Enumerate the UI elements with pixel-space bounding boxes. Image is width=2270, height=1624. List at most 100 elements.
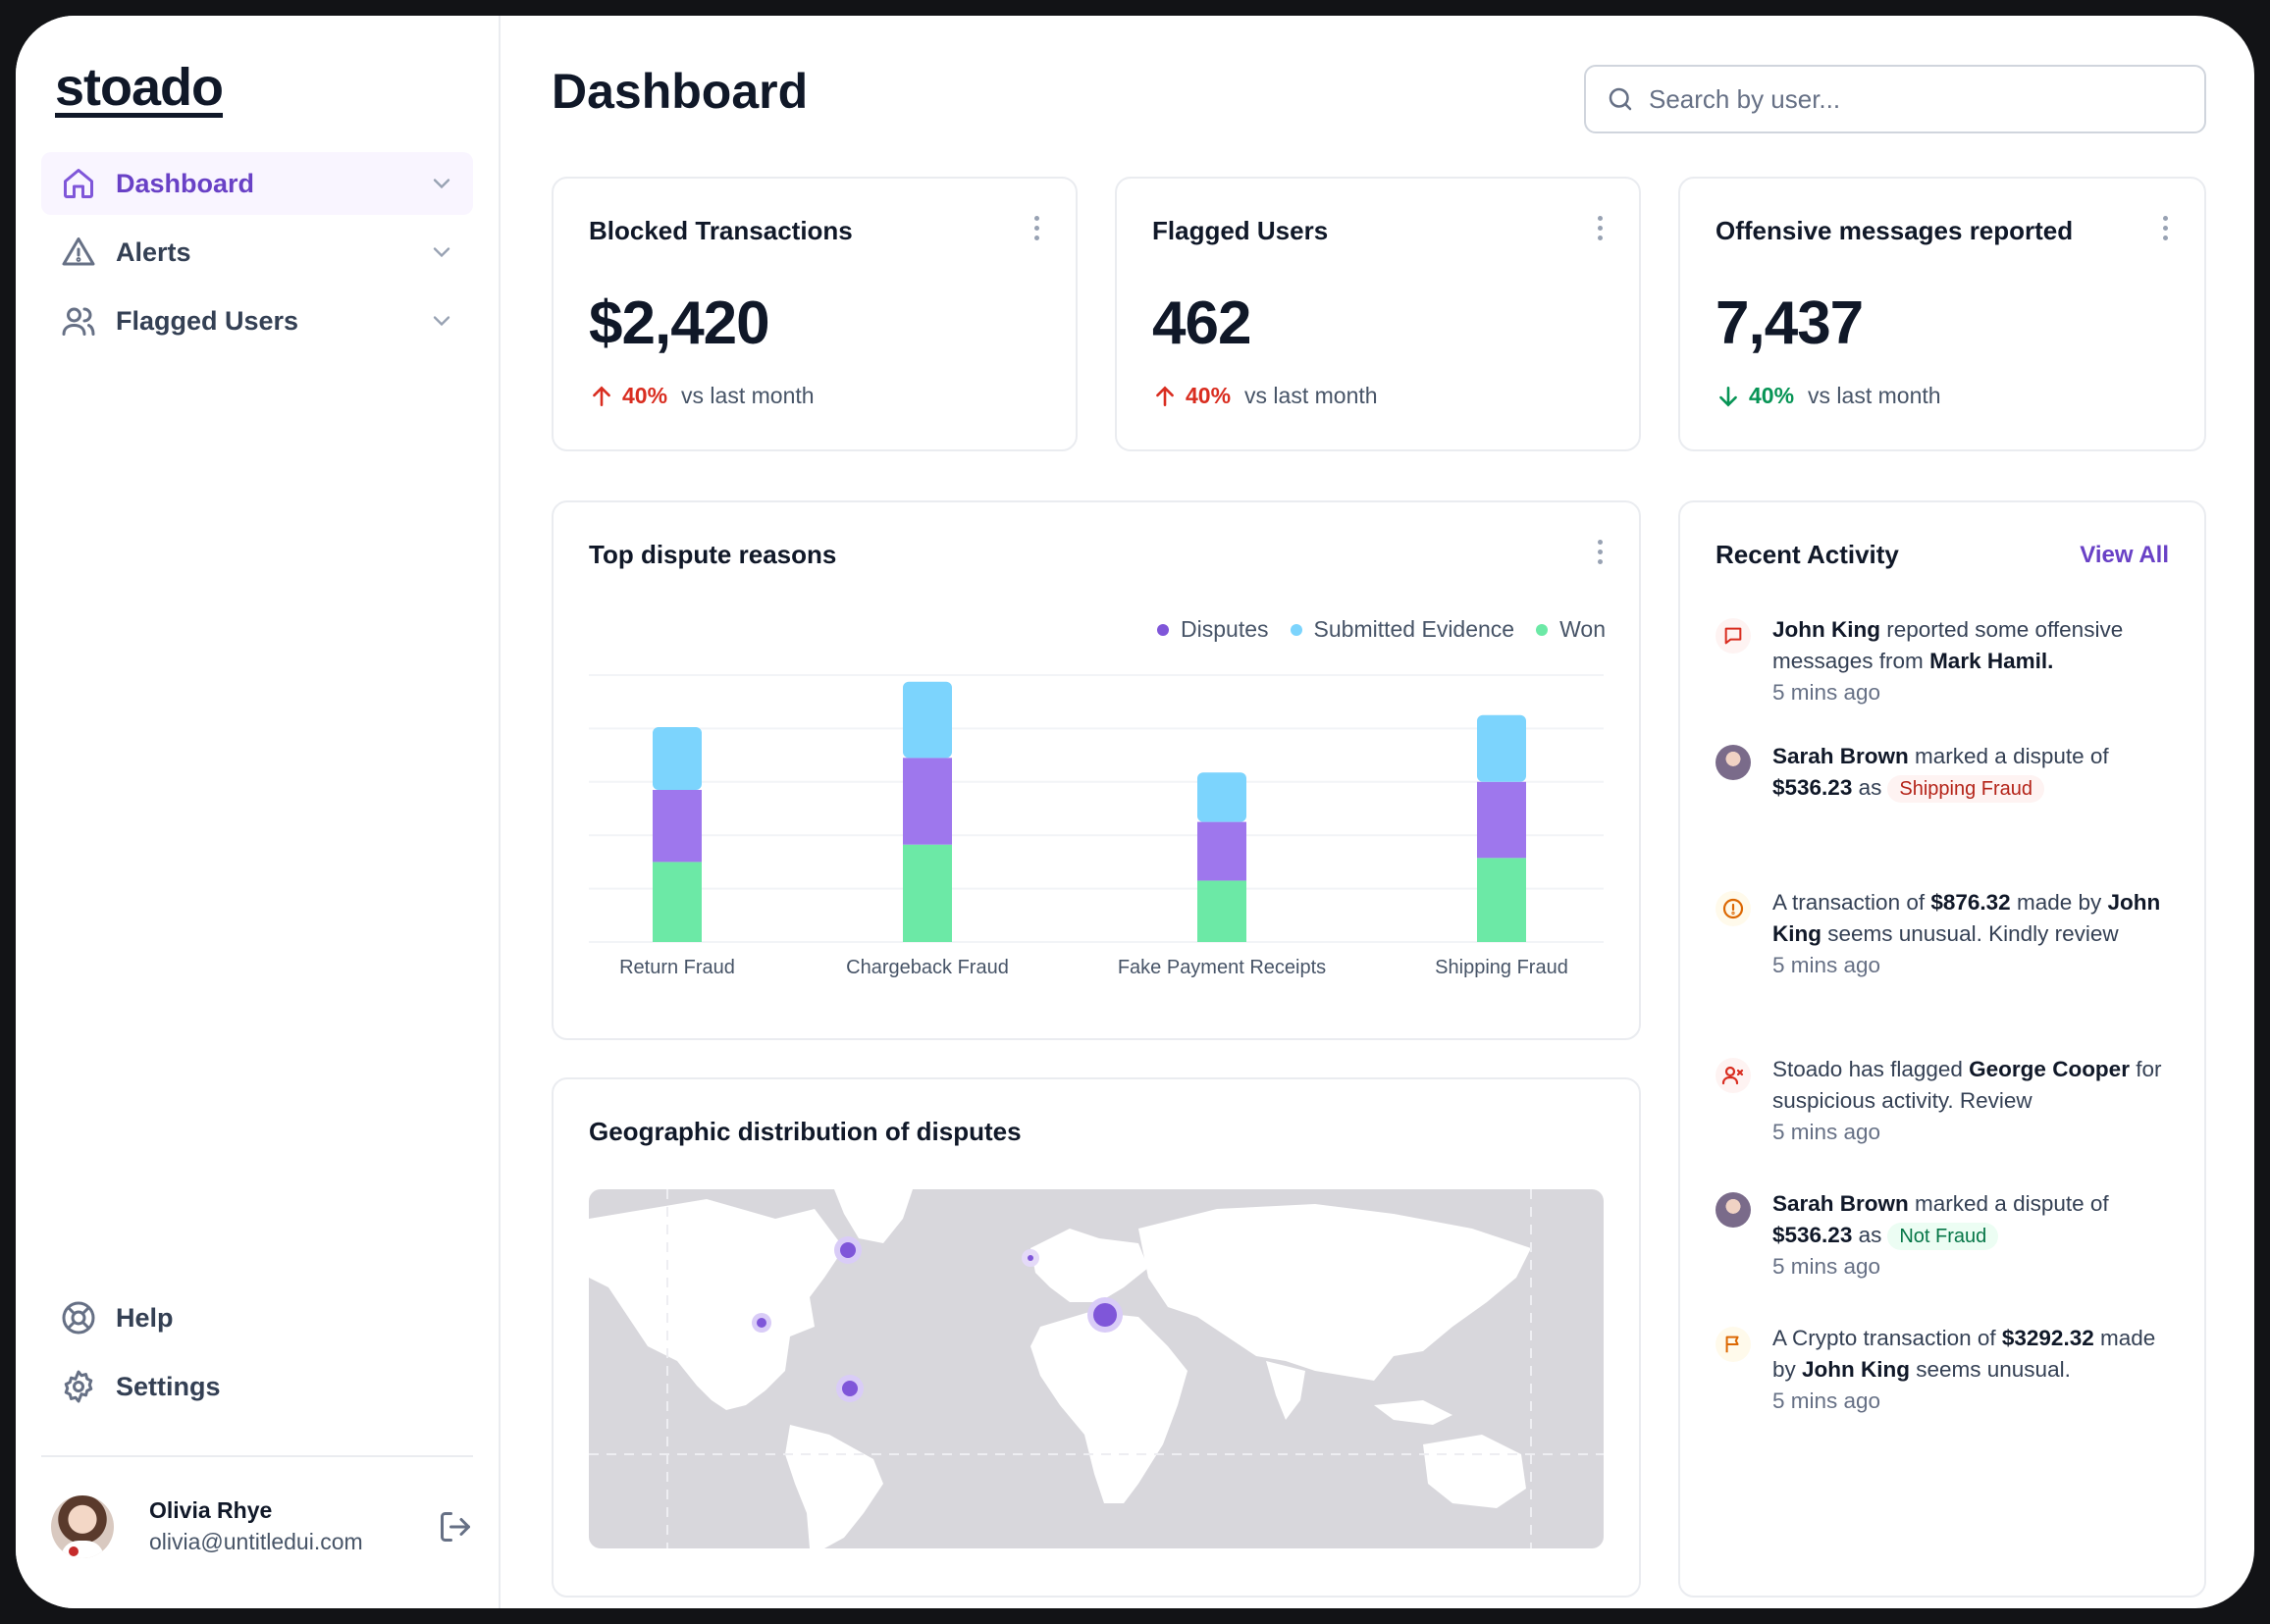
status-badge: Shipping Fraud — [1887, 775, 2045, 803]
stat-change-label: vs last month — [1808, 383, 1941, 408]
search-input[interactable]: Search by user... — [1584, 65, 2206, 133]
x-tick-label: Shipping Fraud — [1435, 957, 1568, 978]
chevron-down-icon[interactable] — [428, 238, 455, 266]
message-icon — [1716, 618, 1751, 654]
card-title: Recent Activity — [1716, 540, 1899, 569]
status-badge: Not Fraud — [1887, 1223, 1999, 1250]
search-placeholder: Search by user... — [1649, 83, 1841, 114]
bar-segment-won[interactable] — [1477, 858, 1526, 942]
stat-change-value: 40% — [1749, 383, 1795, 408]
legend-label: Won — [1559, 616, 1606, 642]
more-vertical-icon[interactable] — [1594, 216, 1606, 243]
activity-time: 5 mins ago — [1772, 1120, 1881, 1144]
activity-text: John King reported some offensive messag… — [1772, 617, 2124, 705]
x-tick-label: Return Fraud — [619, 957, 735, 978]
activity-text: Stoado has flagged George Cooper for sus… — [1772, 1057, 2162, 1144]
card-title: Flagged Users — [1152, 216, 1329, 245]
activity-time: 5 mins ago — [1772, 1254, 1881, 1279]
user-x-icon — [1716, 1058, 1751, 1093]
user-profile: Olivia Rhye olivia@untitledui.com — [51, 1495, 473, 1564]
bar-segment-won[interactable] — [653, 862, 702, 942]
bar-segment-disputes[interactable] — [1197, 821, 1246, 881]
bar-segment-disputes[interactable] — [1477, 781, 1526, 859]
life-buoy-icon — [59, 1298, 98, 1337]
logo[interactable]: stoado — [55, 58, 224, 117]
bar-segment-disputes[interactable] — [903, 758, 952, 845]
dispute-chart-card: Top dispute reasons Disputes Submitted E… — [552, 500, 1641, 1040]
more-vertical-icon[interactable] — [1030, 216, 1042, 243]
sidebar-item-label: Settings — [116, 1371, 221, 1401]
avatar — [1716, 745, 1751, 780]
stacked-bar-chart: Return Fraud Chargeback Fraud Fake Payment… — [589, 674, 1604, 978]
card-title: Offensive messages reported — [1716, 216, 2074, 245]
view-all-link[interactable]: View All — [2080, 542, 2169, 568]
stat-change-label: vs last month — [681, 383, 815, 408]
x-tick-label: Fake Payment Receipts — [1118, 957, 1326, 978]
card-title: Geographic distribution of disputes — [589, 1117, 1022, 1146]
app-window: stoado Dashboard Alerts Flagged Users — [16, 16, 2254, 1608]
stat-change: 40% vs last month — [1152, 383, 1378, 409]
sidebar-item-label: Help — [116, 1302, 174, 1333]
bar-segment-won[interactable] — [903, 844, 952, 942]
bar-segment-submitted-evidence[interactable] — [1477, 714, 1526, 782]
avatar — [1716, 1192, 1751, 1228]
map-markers — [752, 1236, 1123, 1402]
activity-time: 5 mins ago — [1772, 953, 1881, 977]
bar-segment-disputes[interactable] — [653, 789, 702, 863]
chevron-down-icon[interactable] — [428, 170, 455, 197]
user-name: Olivia Rhye — [149, 1497, 273, 1523]
activity-time: 5 mins ago — [1772, 680, 1881, 705]
activity-text: A transaction of $876.32 made by John Ki… — [1772, 890, 2161, 977]
stat-card-offensive-messages: Offensive messages reported 7,437 40% vs… — [1678, 177, 2206, 451]
activity-text: Sarah Brown marked a dispute of $536.23 … — [1772, 741, 2175, 804]
legend-label: Submitted Evidence — [1313, 616, 1515, 642]
logout-icon[interactable] — [438, 1509, 473, 1545]
sidebar-item-dashboard[interactable]: Dashboard — [41, 152, 473, 215]
stat-change-label: vs last month — [1244, 383, 1378, 408]
alert-triangle-icon — [59, 233, 98, 272]
stat-value: 7,437 — [1716, 289, 1864, 357]
legend-item: Disputes — [1157, 616, 1269, 643]
sidebar-item-help[interactable]: Help — [41, 1286, 473, 1349]
activity-time: 5 mins ago — [1772, 1388, 1881, 1413]
bar-segment-won[interactable] — [1197, 880, 1246, 942]
card-title: Top dispute reasons — [589, 540, 837, 569]
legend-item: Won — [1536, 616, 1606, 643]
flag-icon — [1716, 1327, 1751, 1362]
stat-change-value: 40% — [622, 383, 668, 408]
sidebar-item-label: Flagged Users — [116, 305, 299, 336]
sidebar-divider — [41, 1455, 473, 1457]
home-icon — [59, 164, 98, 203]
sidebar-item-settings[interactable]: Settings — [41, 1355, 473, 1418]
stat-change-value: 40% — [1186, 383, 1232, 408]
more-vertical-icon[interactable] — [1594, 540, 1606, 567]
page-title: Dashboard — [552, 64, 809, 119]
sidebar-item-label: Dashboard — [116, 168, 255, 198]
geo-map-card: Geographic distribution of disputes — [552, 1077, 1641, 1598]
bar-segment-submitted-evidence[interactable] — [653, 727, 702, 790]
search-icon — [1609, 87, 1632, 111]
bar-segment-submitted-evidence[interactable] — [1197, 772, 1246, 822]
arrow-up-icon — [593, 385, 610, 406]
users-icon — [59, 301, 98, 341]
bar-segment-submitted-evidence[interactable] — [903, 681, 952, 759]
sidebar-item-alerts[interactable]: Alerts — [41, 221, 473, 284]
stat-change: 40% vs last month — [1716, 383, 1941, 409]
arrow-down-icon — [1719, 386, 1737, 407]
gear-icon — [59, 1367, 98, 1406]
avatar[interactable] — [51, 1495, 114, 1558]
legend-label: Disputes — [1181, 616, 1269, 642]
sidebar-item-flagged-users[interactable]: Flagged Users — [41, 289, 473, 352]
x-tick-label: Chargeback Fraud — [846, 957, 1009, 978]
card-title: Blocked Transactions — [589, 216, 853, 245]
chart-legend: Disputes Submitted Evidence Won — [1135, 616, 1606, 643]
activity-text: Sarah Brown marked a dispute of $536.23 … — [1772, 1191, 2109, 1279]
stat-card-flagged-users: Flagged Users 462 40% vs last month — [1115, 177, 1641, 451]
arrow-up-icon — [1156, 385, 1174, 406]
world-map[interactable] — [589, 1189, 1604, 1548]
alert-circle-icon — [1716, 891, 1751, 926]
recent-activity-card: Recent Activity View All John King repor… — [1678, 500, 2206, 1598]
more-vertical-icon[interactable] — [2159, 216, 2171, 243]
chevron-down-icon[interactable] — [428, 307, 455, 335]
stat-card-blocked-transactions: Blocked Transactions $2,420 40% vs last … — [552, 177, 1078, 451]
